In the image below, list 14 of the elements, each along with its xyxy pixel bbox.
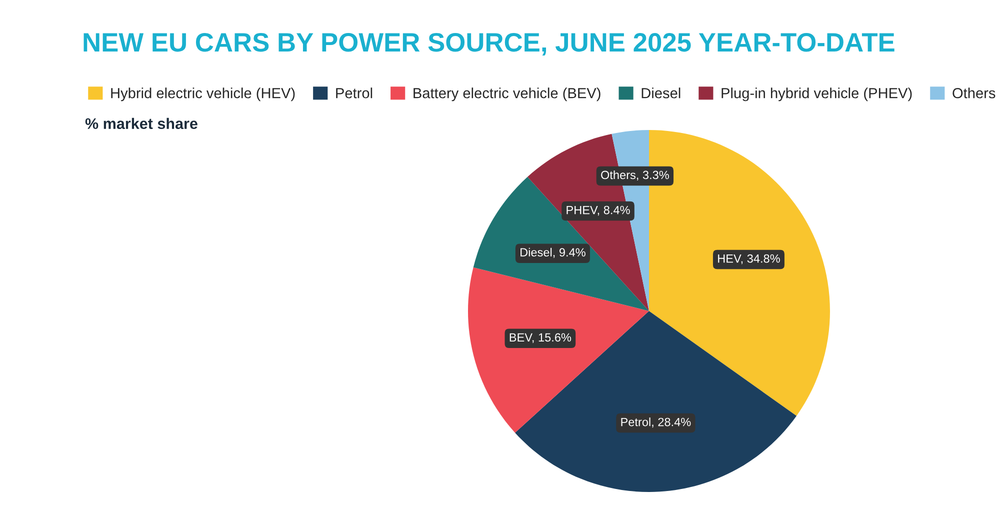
- text: % market share: [85, 118, 198, 130]
- legend-label: Plug-in hybrid vehicle (PHEV): [722, 88, 912, 102]
- data-label: BEV, 15.6%: [510, 333, 572, 343]
- data-label: Diesel, 9.4%: [520, 248, 586, 258]
- legend-label: Petrol: [336, 88, 372, 98]
- chart-title: NEW EU CARS BY POWER SOURCE, JUNE 2025 YEAR-TO-DATE: [84, 33, 894, 56]
- data-label: Petrol, 28.4%: [621, 418, 691, 428]
- legend-label: Diesel: [642, 88, 680, 98]
- data-label: Others, 3.3%: [601, 170, 669, 181]
- legend-label: Others: [952, 88, 996, 98]
- data-label: PHEV, 8.4%: [566, 206, 630, 216]
- legend-label: Hybrid electric vehicle (HEV): [111, 88, 295, 102]
- legend-label: Battery electric vehicle (BEV): [414, 88, 600, 102]
- data-label: HEV, 34.8%: [718, 254, 780, 264]
